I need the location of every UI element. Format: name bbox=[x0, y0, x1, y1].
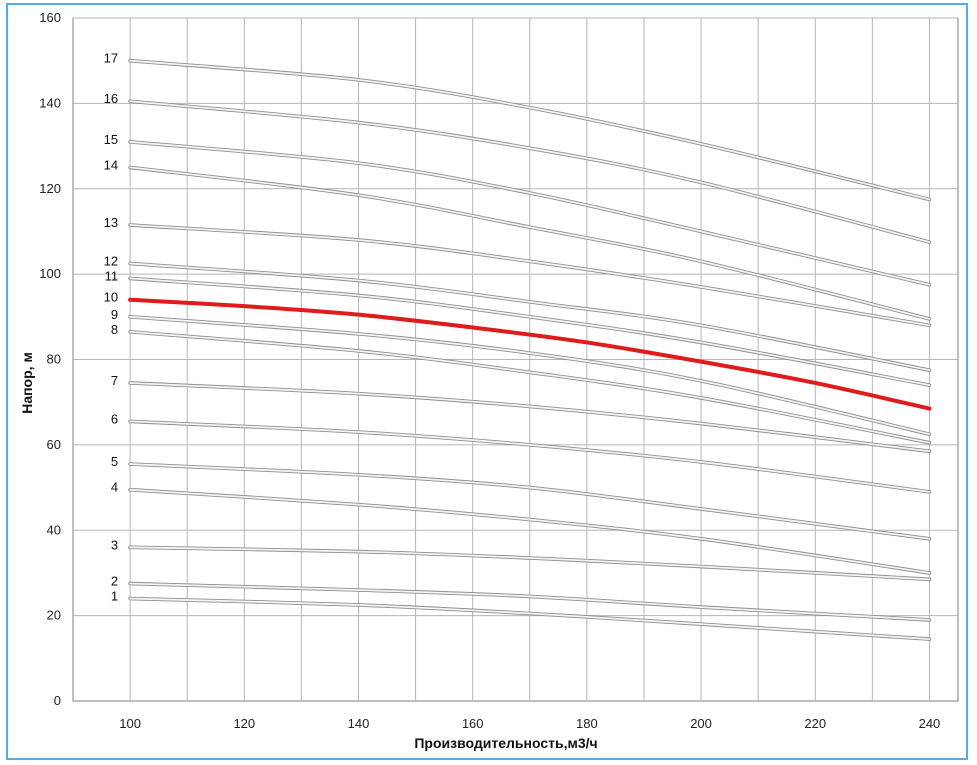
x-tick-label: 200 bbox=[690, 716, 712, 731]
x-tick-label: 240 bbox=[919, 716, 941, 731]
curve-label-1: 1 bbox=[111, 589, 118, 604]
series-line-4 bbox=[129, 488, 931, 574]
series-line-14 bbox=[129, 166, 931, 320]
y-tick-label: 160 bbox=[39, 10, 61, 25]
x-axis-title: Производительность,м3/ч bbox=[414, 735, 597, 751]
series-line-3 bbox=[129, 546, 931, 581]
curve-label-15: 15 bbox=[104, 132, 118, 147]
curve-label-7: 7 bbox=[111, 373, 118, 388]
curve-label-14: 14 bbox=[104, 157, 118, 172]
tick-labels: 100 120 140 160 180 200 220 240 0 20 40 60 80 100 120 1… bbox=[39, 10, 940, 731]
curve-label-8: 8 bbox=[111, 322, 118, 337]
curve-label-9: 9 bbox=[111, 307, 118, 322]
curve-label-2: 2 bbox=[111, 574, 118, 589]
series-line-12 bbox=[129, 262, 931, 372]
series-line-15 bbox=[129, 140, 931, 286]
x-tick-label: 180 bbox=[576, 716, 598, 731]
series-line-13 bbox=[129, 224, 931, 327]
series-line-2 bbox=[129, 582, 931, 621]
series-line-5 bbox=[129, 463, 931, 540]
series-line-10 bbox=[128, 297, 932, 411]
series-line-1 bbox=[129, 597, 931, 641]
curve-label-10: 10 bbox=[104, 290, 118, 305]
x-tick-label: 220 bbox=[804, 716, 826, 731]
y-tick-label: 120 bbox=[39, 181, 61, 196]
curve-label-3: 3 bbox=[111, 537, 118, 552]
y-tick-label: 80 bbox=[47, 352, 61, 367]
curve-label-13: 13 bbox=[104, 215, 118, 230]
curve-label-6: 6 bbox=[111, 411, 118, 426]
series-lines bbox=[128, 58, 932, 641]
series-line-8 bbox=[129, 330, 931, 444]
curve-label-11: 11 bbox=[105, 268, 119, 283]
curve-label-4: 4 bbox=[111, 480, 118, 495]
curve-label-12: 12 bbox=[104, 253, 118, 268]
y-tick-label: 40 bbox=[47, 522, 61, 537]
curve-label-17: 17 bbox=[104, 51, 118, 66]
series-line-6 bbox=[129, 420, 931, 493]
x-tick-label: 160 bbox=[462, 716, 484, 731]
series-line-16 bbox=[129, 100, 931, 244]
x-tick-label: 120 bbox=[233, 716, 255, 731]
x-tick-label: 140 bbox=[348, 716, 370, 731]
y-tick-label: 0 bbox=[54, 693, 61, 708]
y-tick-label: 100 bbox=[39, 266, 61, 281]
curve-label-16: 16 bbox=[104, 91, 118, 106]
y-tick-label: 140 bbox=[39, 95, 61, 110]
series-line-17 bbox=[129, 59, 931, 201]
y-axis-title: Напор, м bbox=[19, 352, 35, 414]
series-line-9 bbox=[129, 315, 931, 436]
y-tick-label: 20 bbox=[47, 608, 61, 623]
series-line-7 bbox=[129, 382, 931, 453]
series-line-11 bbox=[129, 277, 931, 387]
curve-label-5: 5 bbox=[111, 454, 118, 469]
y-tick-label: 60 bbox=[47, 437, 61, 452]
x-tick-label: 100 bbox=[119, 716, 141, 731]
